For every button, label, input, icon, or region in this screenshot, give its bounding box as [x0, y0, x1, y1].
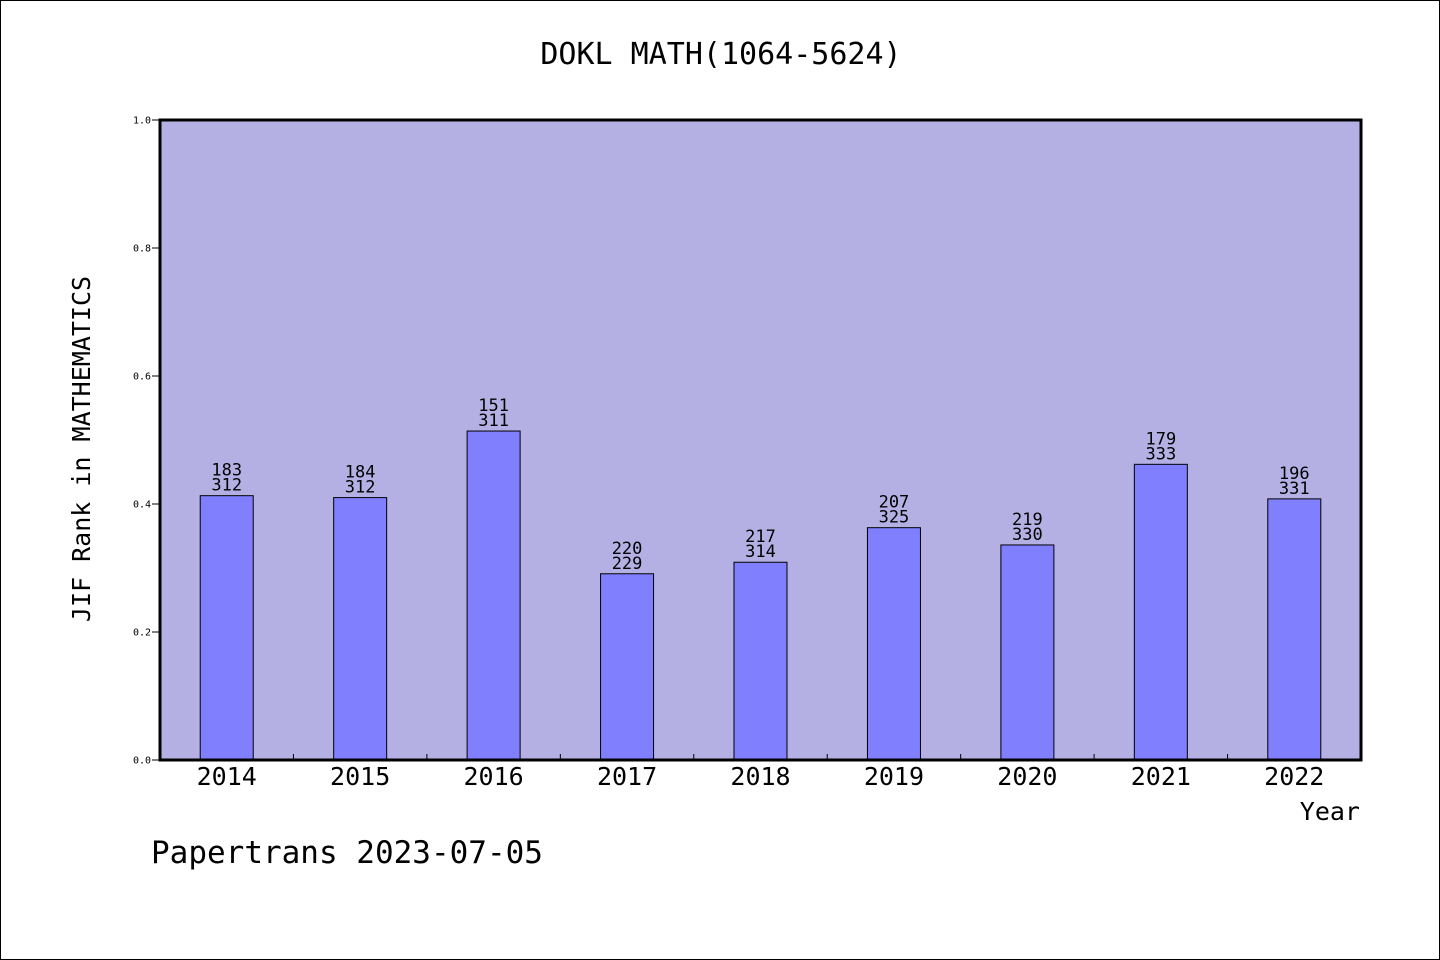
footer-credit: Papertrans 2023-07-05 [151, 835, 543, 871]
bar-total-label: 333 [1145, 444, 1176, 464]
bar-2014 [199, 495, 254, 761]
bar-total-label: 314 [745, 542, 776, 562]
bar-rank-label: 184 [345, 463, 376, 483]
bar-total-label: 330 [1012, 525, 1043, 545]
y-tick-label: 1.0 [133, 116, 151, 127]
x-tick-label: 2014 [197, 762, 257, 791]
plot-border [158, 118, 1363, 762]
x-tick-label: 2020 [997, 762, 1057, 791]
y-tick-label: 0.8 [133, 244, 151, 255]
y-tick-label: 0.4 [133, 500, 151, 511]
bar-rank-label: 220 [612, 539, 643, 559]
x-tick-label: 2019 [864, 762, 924, 791]
x-tick-label: 2016 [464, 762, 524, 791]
bar-2019 [866, 527, 921, 761]
bar-total-label: 325 [879, 508, 910, 528]
bar-total-label: 312 [345, 478, 376, 498]
bar-rank-label: 207 [879, 493, 910, 513]
bar-rank-label: 219 [1012, 510, 1043, 530]
bar-rank-label: 196 [1279, 464, 1310, 484]
bar-2017 [600, 573, 655, 761]
y-axis-label: JIF Rank in MATHEMATICS [67, 276, 96, 622]
bar-2018 [733, 561, 788, 761]
bar-rank-label: 183 [211, 461, 242, 481]
bar-total-label: 312 [211, 476, 242, 496]
chart-title: DOKL MATH(1064-5624) [540, 37, 902, 72]
y-tick-label: 0.0 [133, 756, 151, 767]
bar-rank-label: 151 [478, 396, 509, 416]
bar-total-label: 331 [1279, 479, 1310, 499]
bar-rank-label: 217 [745, 527, 776, 547]
bar-total-label: 311 [478, 411, 509, 431]
x-tick-label: 2017 [597, 762, 657, 791]
x-tick-label: 2021 [1131, 762, 1191, 791]
x-tick-label: 2022 [1264, 762, 1324, 791]
bar-2022 [1267, 498, 1322, 761]
y-tick-label: 0.2 [133, 628, 151, 639]
bar-2016 [466, 430, 521, 761]
bar-2020 [1000, 544, 1055, 761]
bar-rank-label: 179 [1145, 429, 1176, 449]
y-tick-label: 0.6 [133, 372, 151, 383]
x-axis-label: Year [1300, 797, 1360, 826]
bar-total-label: 229 [612, 554, 643, 574]
bar-2021 [1133, 463, 1188, 761]
x-tick-label: 2018 [730, 762, 790, 791]
x-tick-label: 2015 [330, 762, 390, 791]
axis-ticks: 0.0 0.2 0.4 0.6 0.8 1.0 2014 2015 2016 2017 2018 20… [133, 116, 1324, 792]
bar-2015 [333, 497, 388, 761]
